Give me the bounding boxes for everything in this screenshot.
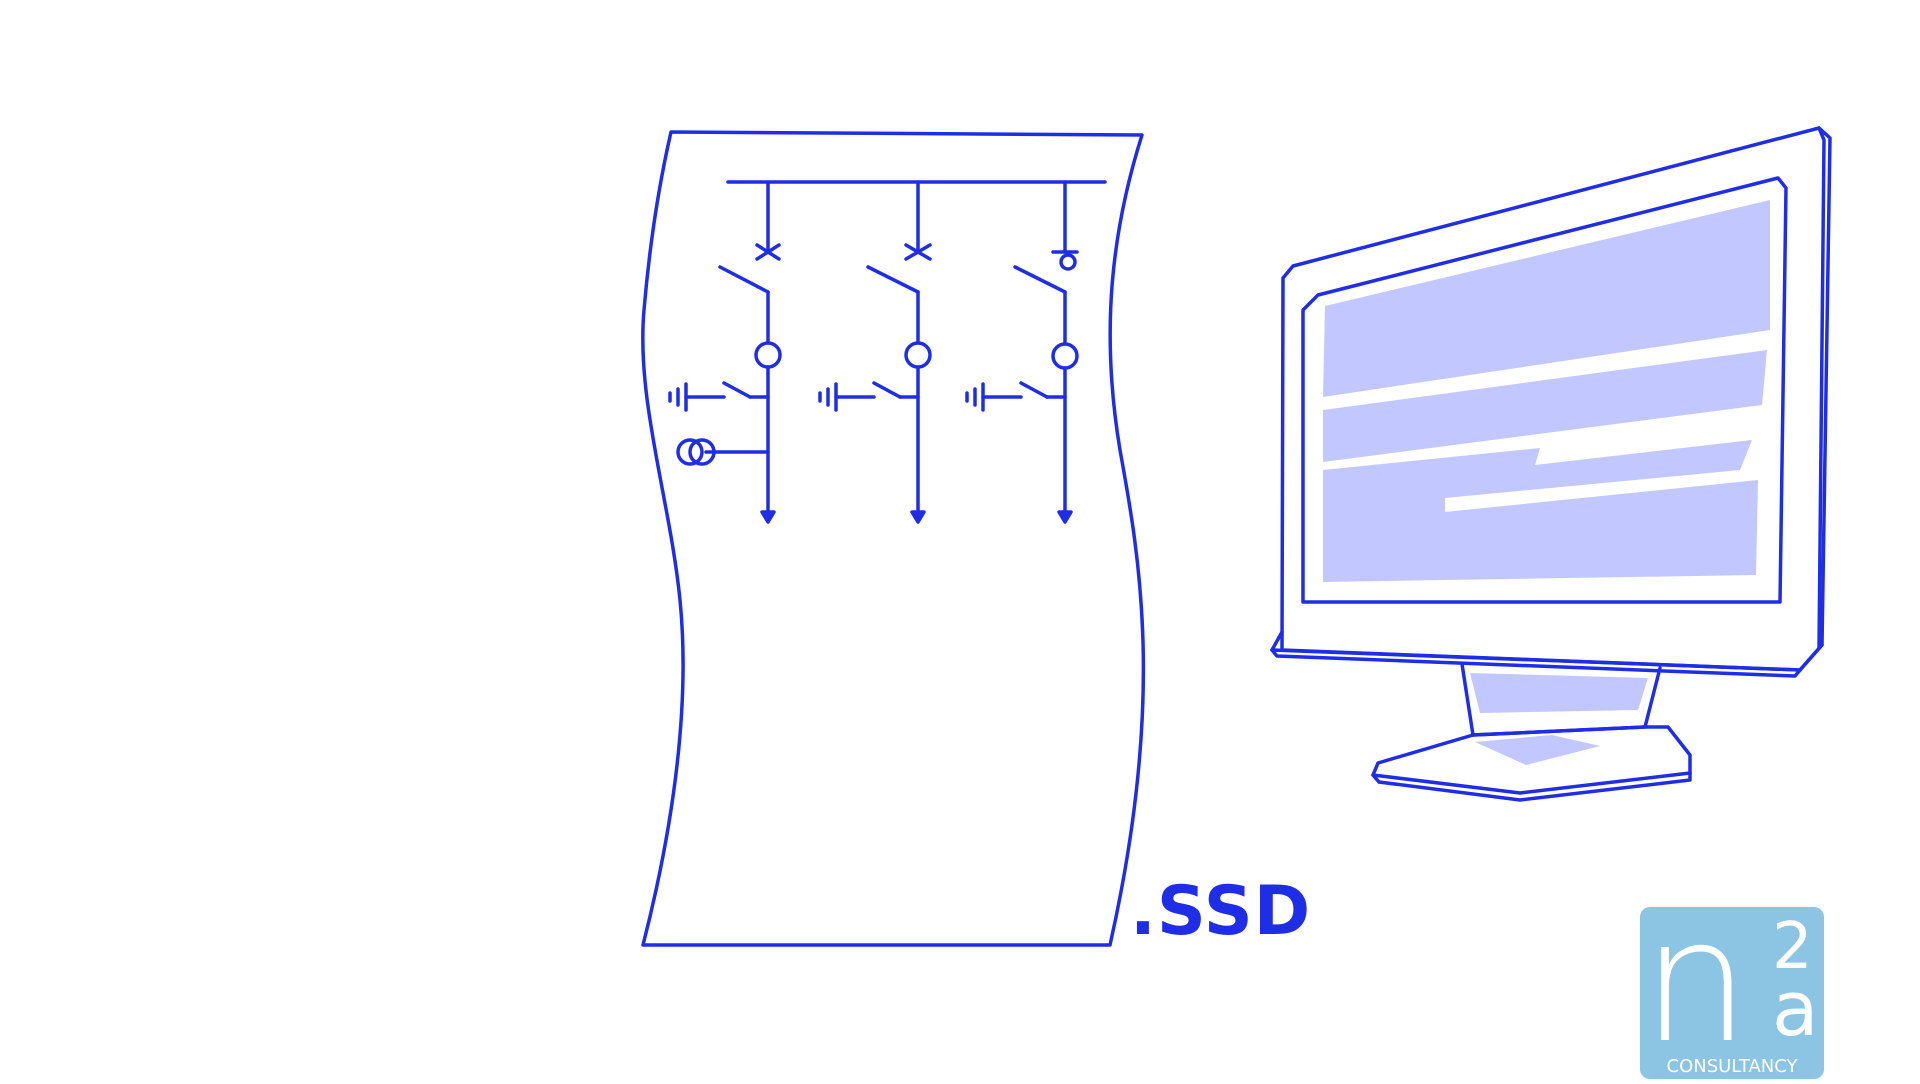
logo-letter-n: n <box>1642 883 1750 1080</box>
feeder-arrow-icon <box>910 510 926 524</box>
feeder-bay-3 <box>965 180 1079 524</box>
screen-pane-bottom <box>1323 440 1758 582</box>
logo-superscript-2: 2 <box>1772 910 1813 984</box>
current-transformer-icon <box>904 341 932 369</box>
circuit-breaker-icon <box>718 265 770 294</box>
feeder-arrow-icon <box>760 510 776 524</box>
earthing-switch-icon <box>872 381 902 399</box>
screen-pane-top <box>1323 200 1770 397</box>
logo-background <box>1640 907 1824 1079</box>
disconnector-circle-icon <box>1059 253 1077 271</box>
circuit-breaker-icon <box>1013 265 1067 294</box>
n2a-consultancy-logo: n 2 a CONSULTANCY <box>1640 883 1824 1081</box>
earthing-switch-icon <box>722 381 752 399</box>
monitor-stand-base <box>1371 725 1692 795</box>
ssd-document-sheet <box>641 130 1146 947</box>
feeder-bay-2 <box>818 180 932 524</box>
current-transformer-icon <box>754 341 782 369</box>
voltage-transformer-icon <box>676 438 704 466</box>
computer-monitor <box>1270 126 1832 802</box>
feeder-bay-1 <box>668 180 782 524</box>
logo-tagline: CONSULTANCY <box>1667 1056 1799 1077</box>
current-transformer-icon <box>1051 342 1079 370</box>
screen-pane-middle <box>1323 350 1767 462</box>
circuit-breaker-icon <box>866 265 920 294</box>
logo-letter-a: a <box>1772 964 1819 1053</box>
ssd-file-label: .SSD <box>1130 872 1312 951</box>
earthing-switch-icon <box>1019 381 1049 399</box>
feeder-arrow-icon <box>1057 510 1073 524</box>
monitor-chin <box>1270 630 1824 672</box>
